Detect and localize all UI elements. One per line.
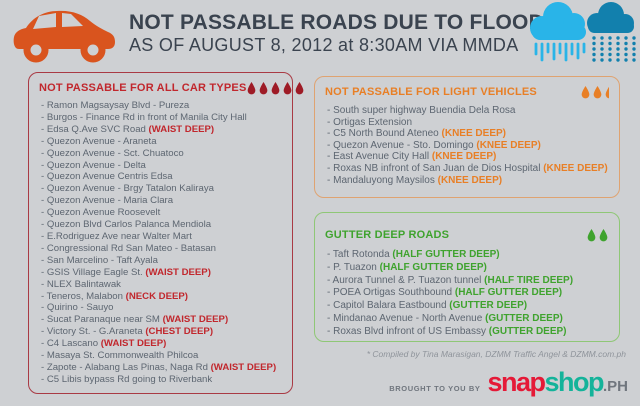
list-item: - Quirino - Sauyo [41, 302, 114, 314]
logo-snap: snap [487, 367, 546, 397]
list-item: - Quezon Avenue - Maria Clara [41, 195, 174, 207]
droplet-icon [586, 227, 597, 242]
droplet-icon [598, 227, 609, 242]
list-item: - Ramon Magsaysay Blvd - Pureza [41, 100, 190, 111]
list-item: - Roxas Blvd infront of US Embassy (GUTT… [327, 325, 567, 337]
list-item: - Capitol Balara Eastbound (GUTTER DEEP) [327, 300, 528, 312]
droplet-icon [604, 84, 609, 99]
list-item: - GSIS Village Eagle St. (WAIST DEEP) [41, 266, 211, 278]
list-item: - Sucat Paranaque near SM (WAIST DEEP) [41, 314, 229, 326]
list-item: - Aurora Tunnel & P. Tuazon tunnel (HALF… [327, 274, 574, 286]
droplet-icon [246, 80, 257, 95]
droplet-icon [258, 80, 269, 95]
severity-droplets [586, 227, 609, 242]
list-item: - Teneros, Malabon (NECK DEEP) [41, 290, 188, 302]
list-item: - Roxas NB infront of San Juan de Dios H… [327, 162, 608, 174]
panel-title: NOT PASSABLE FOR ALL CAR TYPES [39, 81, 247, 94]
list-item: - C5 Libis bypass Rd going to Riverbank [41, 373, 213, 385]
panel-header: NOT PASSABLE FOR ALL CAR TYPES [29, 73, 304, 95]
list-item: - Quezon Avenue - Sto. Domingo (KNEE DEE… [327, 139, 541, 151]
list-item: - Mindanao Avenue - North Avenue (GUTTER… [327, 312, 563, 324]
logo-shop: shop [544, 367, 604, 397]
list-item: - Edsa Q.Ave SVC Road (WAIST DEEP) [41, 123, 215, 135]
list-item: - C4 Lascano (WAIST DEEP) [41, 338, 167, 350]
list-item: - Zapote - Alabang Las Pinas, Naga Rd (W… [41, 361, 277, 373]
list-item: - Quezon Blvd Carlos Palanca Mendiola [41, 219, 212, 231]
list-item: - San Marcelino - Taft Ayala [41, 254, 158, 266]
snapshop-logo: snapshop.PH [487, 369, 628, 400]
page-title: NOT PASSABLE ROADS DUE TO FLOODS [129, 11, 559, 34]
list-item: - Quezon Avenue - Araneta [41, 135, 157, 147]
list-item: - Taft Rotonda (HALF GUTTER DEEP) [327, 249, 500, 260]
list-item: - South super highway Buendia Dela Rosa [327, 105, 516, 116]
list-item: - Quezon Avenue Centris Edsa [41, 171, 173, 183]
panel-title: GUTTER DEEP ROADS [325, 228, 450, 241]
list-item: - Quezon Avenue - Sct. Chuatoco [41, 147, 184, 159]
panel-gutter-deep: GUTTER DEEP ROADS - Taft Rotonda (HALF G… [314, 212, 620, 342]
list-item: - E.Rodriguez Ave near Walter Mart [41, 230, 192, 242]
brought-label: BROUGHT TO YOU BY [389, 384, 481, 393]
list-item: - Ortigas Extension [327, 116, 413, 128]
list-item: - C5 North Bound Ateneo (KNEE DEEP) [327, 128, 506, 140]
panel-light-vehicles: NOT PASSABLE FOR LIGHT VEHICLES - South … [314, 76, 620, 198]
panel-header: GUTTER DEEP ROADS [315, 213, 619, 242]
panel-title: NOT PASSABLE FOR LIGHT VEHICLES [325, 85, 537, 98]
panel-all-car-types: NOT PASSABLE FOR ALL CAR TYPES - Ramon M… [28, 72, 304, 394]
list-item: - POEA Ortigas Southbound (HALF GUTTER D… [327, 287, 563, 299]
panel-header: NOT PASSABLE FOR LIGHT VEHICLES [315, 77, 619, 99]
severity-droplets [246, 80, 305, 95]
road-list: - South super highway Buendia Dela Rosa -… [315, 99, 619, 192]
logo-tld: .PH [602, 378, 628, 395]
list-item: - Quezon Avenue - Brgy Tatalon Kaliraya [41, 183, 214, 195]
credit-note: * Compiled by Tina Marasigan, DZMM Traff… [366, 349, 626, 359]
droplet-icon [294, 80, 305, 95]
road-list: - Ramon Magsaysay Blvd - Pureza - Burgos … [29, 95, 292, 392]
droplet-icon [282, 80, 293, 95]
list-item: - P. Tuazon (HALF GUTTER DEEP) [327, 261, 487, 273]
droplet-icon [592, 84, 603, 99]
severity-droplets [580, 84, 609, 99]
page-subtitle: AS OF AUGUST 8, 2012 at 8:30AM VIA MMDA [129, 35, 519, 55]
road-list: - Taft Rotonda (HALF GUTTER DEEP) - P. Tu… [315, 242, 619, 345]
list-item: - Quezon Avenue Roosevelt [41, 207, 161, 219]
droplet-icon [580, 84, 591, 99]
footer: BROUGHT TO YOU BY snapshop.PH [389, 369, 628, 400]
list-item: - Mandaluyong Maysilos (KNEE DEEP) [327, 174, 503, 186]
car-icon [12, 6, 116, 63]
rain-clouds-icon [526, 2, 638, 62]
list-item: - Quezon Avenue - Delta [41, 159, 146, 171]
list-item: - Congressional Rd San Mateo - Batasan [41, 242, 216, 254]
list-item: - Burgos - Finance Rd in front of Manila… [41, 111, 247, 123]
list-item: - East Avenue City Hall (KNEE DEEP) [327, 151, 497, 163]
list-item: - NLEX Balintawak [41, 278, 121, 290]
list-item: - Victory St. - G.Araneta (CHEST DEEP) [41, 326, 214, 338]
list-item: - Masaya St. Commonwealth Philcoa [41, 350, 199, 362]
droplet-icon [270, 80, 281, 95]
